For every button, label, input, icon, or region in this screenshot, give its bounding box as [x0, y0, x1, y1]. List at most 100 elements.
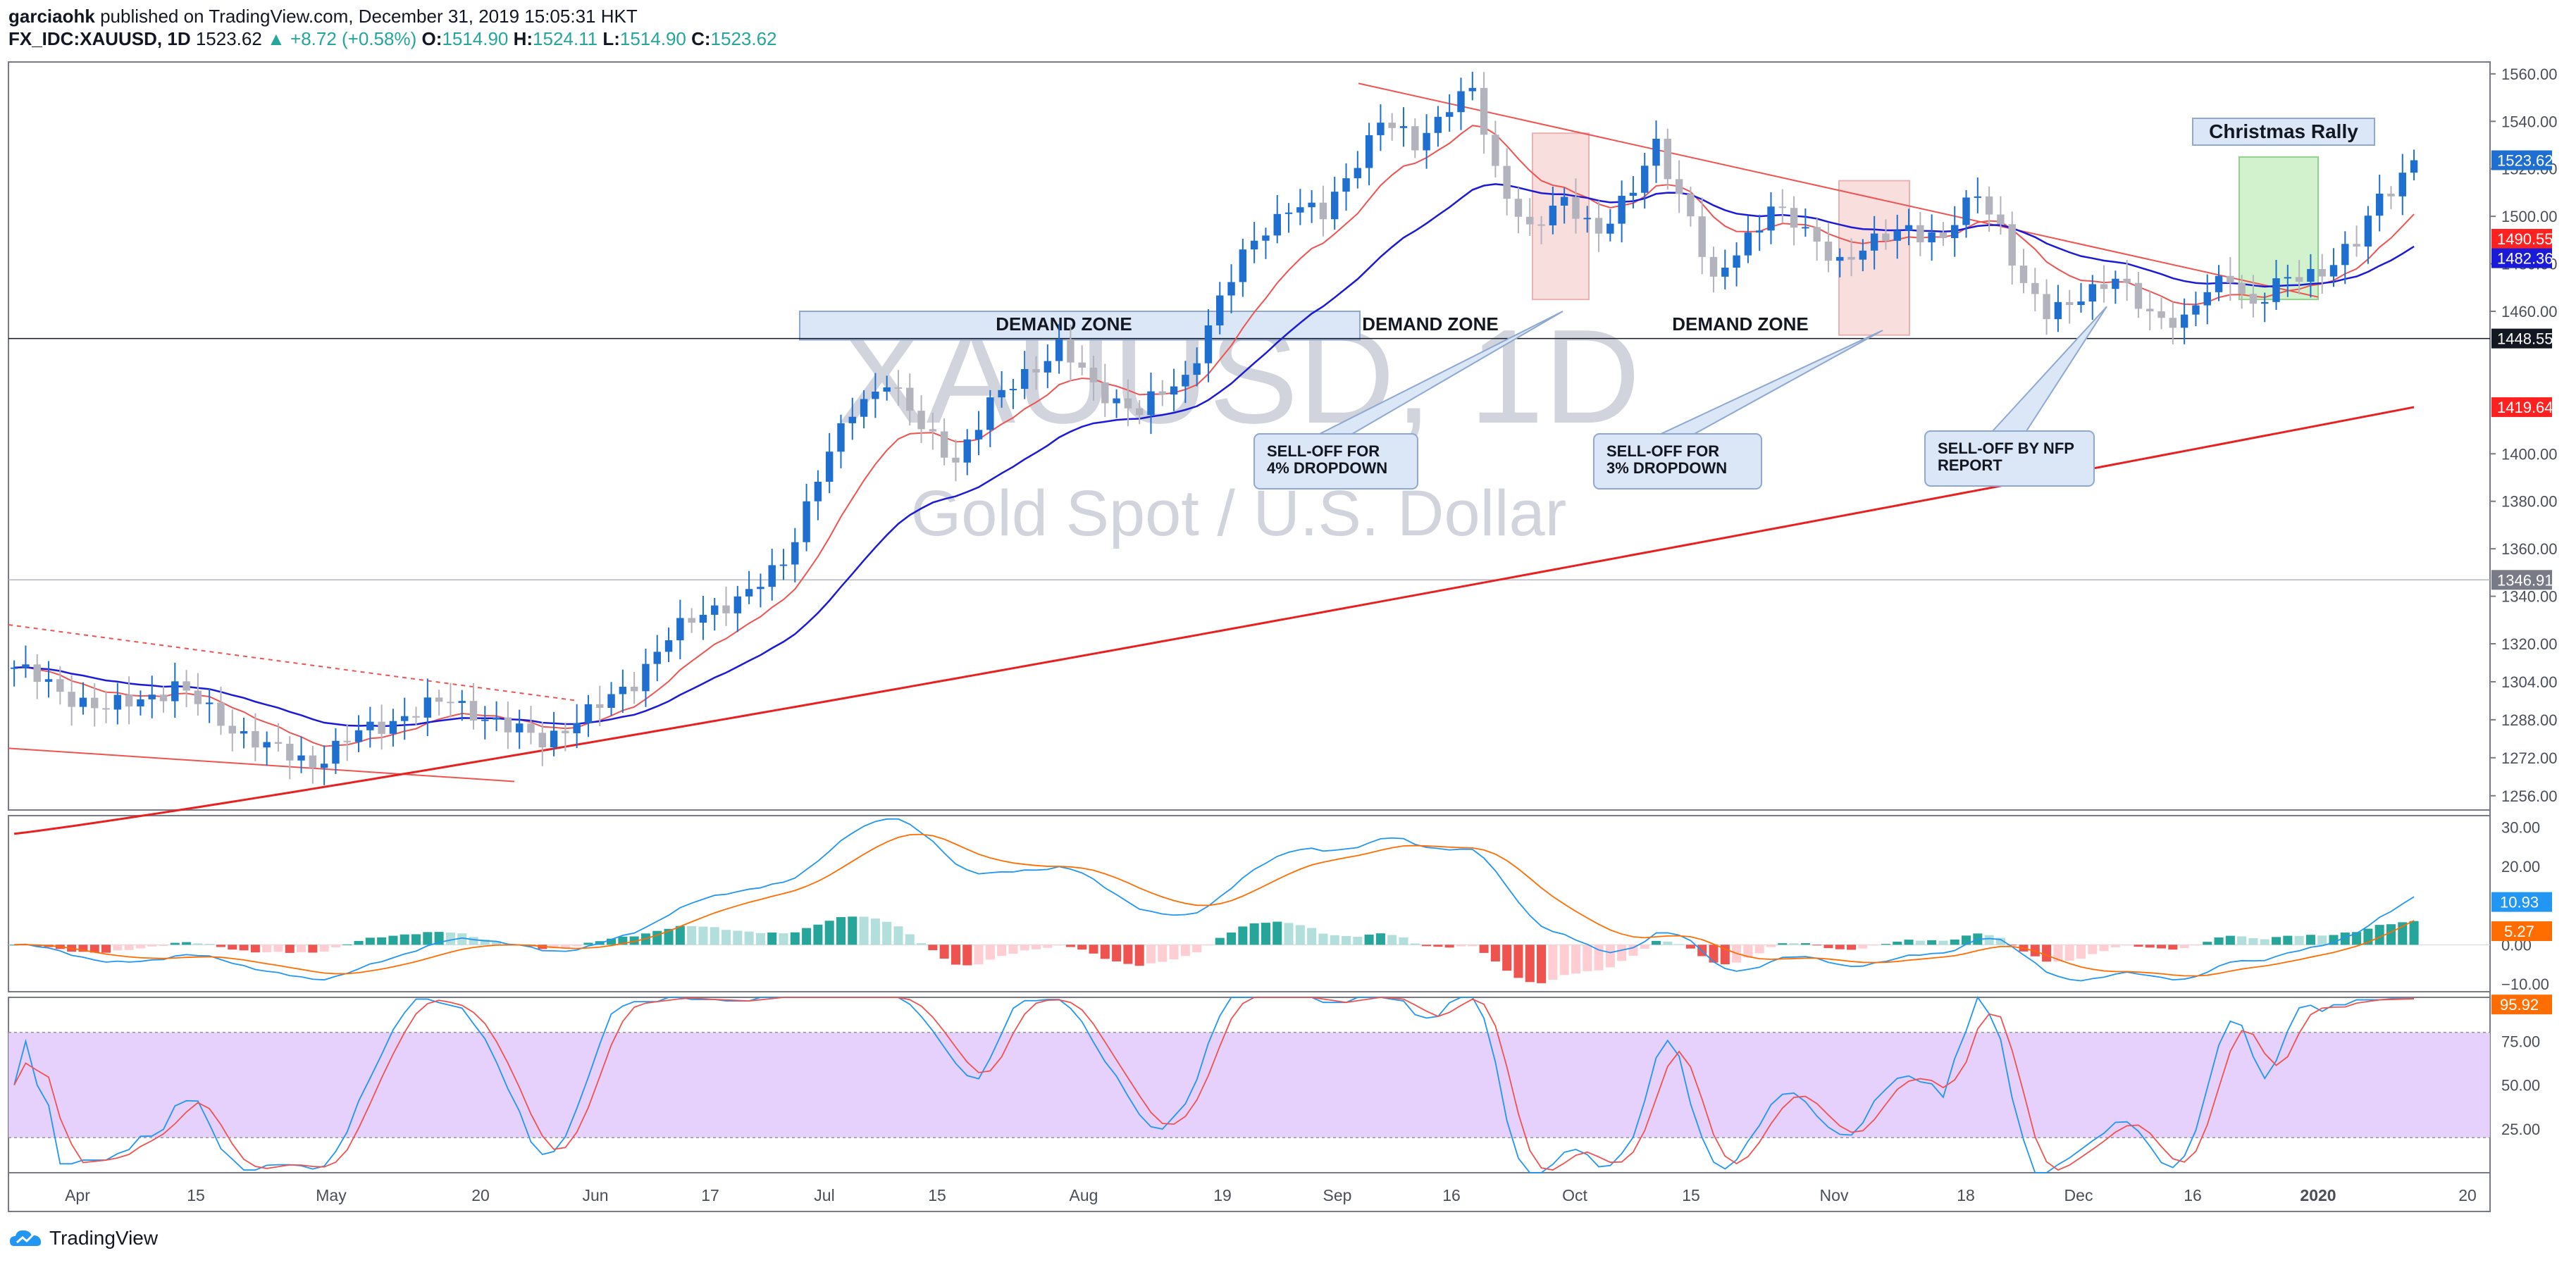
candle-body [1457, 91, 1465, 113]
macd-histogram-bar [1295, 925, 1305, 945]
macd-histogram-bar [664, 928, 674, 945]
macd-histogram-bar [1594, 945, 1604, 971]
candle-body [2272, 278, 2280, 302]
price-tag-2 [2491, 248, 2552, 268]
candle-body [837, 423, 845, 452]
macd-histogram-bar [1709, 945, 1719, 963]
candle-body [1480, 87, 1488, 135]
macd-histogram-bar [1387, 935, 1397, 945]
high-label: H: [513, 28, 533, 49]
candle-body [1985, 196, 1993, 215]
macd-histogram-bar [618, 936, 628, 945]
macd-histogram-bar [1123, 945, 1133, 964]
candle-body [1870, 233, 1878, 251]
macd-histogram-bar [2305, 935, 2315, 945]
candle-body [929, 429, 937, 432]
price-tick-label: 1256.00 [2501, 787, 2558, 805]
candle-body [883, 387, 891, 392]
macd-histogram-bar [1950, 939, 1959, 945]
macd-histogram-bar [388, 935, 398, 945]
macd-histogram-bar [1927, 940, 1937, 945]
macd-histogram-bar [722, 930, 731, 945]
time-tick-label: May [316, 1186, 347, 1204]
close-value: 1523.62 [710, 28, 777, 49]
time-tick-label: Jul [814, 1186, 834, 1204]
candle-body [768, 565, 776, 587]
time-axis-frame [8, 1172, 2491, 1212]
macd-tick-label: 30.00 [2501, 819, 2540, 837]
macd-histogram-bar [204, 944, 214, 945]
candle-body [1170, 386, 1178, 395]
price-tick-label: 1360.00 [2501, 540, 2558, 558]
candle-body [757, 587, 764, 590]
macd-histogram-bar [1938, 940, 1948, 945]
candle-body [1813, 227, 1821, 242]
high-value: 1524.11 [533, 28, 598, 49]
macd-histogram-bar [1571, 945, 1580, 974]
price-tick-label: 1460.00 [2501, 303, 2558, 320]
price-tick-label: 1272.00 [2501, 749, 2558, 767]
macd-histogram-bar [2179, 945, 2189, 949]
candle-body [458, 701, 466, 703]
candle-body [79, 697, 87, 707]
callout-pointer-0 [1319, 311, 1563, 435]
macd-histogram-bar [1249, 923, 1259, 945]
candle-body [803, 501, 810, 542]
candle-body [320, 764, 328, 768]
macd-histogram-bar [1089, 945, 1098, 954]
candle-body [1158, 391, 1166, 395]
macd-histogram-bar [870, 918, 880, 945]
candle-body [2341, 244, 2349, 266]
macd-histogram-bar [572, 945, 582, 947]
macd-histogram-bar [2386, 924, 2396, 945]
macd-histogram-bar [1112, 945, 1122, 961]
macd-histogram-bar [2145, 945, 2155, 948]
callout-text-2-0: SELL-OFF BY NFP [1938, 440, 2074, 457]
callout-pointer-2 [1992, 306, 2107, 432]
tradingview-logo[interactable]: TradingView [8, 1227, 158, 1250]
macd-histogram-bar [273, 945, 283, 952]
price-tag-label-5: 1346.91 [2497, 571, 2553, 589]
rsi-band [8, 1032, 2490, 1138]
macd-histogram-bar [1238, 926, 1248, 945]
candle-body [1067, 339, 1075, 363]
macd-histogram-bar [354, 940, 364, 945]
macd-histogram-bar [698, 926, 708, 945]
price-tag-1 [2491, 229, 2552, 249]
macd-tag-label: 10.93 [2500, 894, 2539, 911]
macd-histogram-bar [135, 945, 145, 949]
candle-body [2329, 265, 2338, 277]
candle-body [1664, 138, 1672, 180]
candle-body [252, 731, 259, 748]
callout-text-0-0: SELL-OFF FOR [1267, 442, 1380, 460]
price-tag-label-1: 1490.55 [2497, 230, 2553, 248]
candle-body [1560, 197, 1568, 206]
macd-histogram-bar [1169, 945, 1179, 959]
macd-histogram-bar [1893, 941, 1902, 945]
candle-body [125, 694, 133, 706]
macd-histogram-bar [492, 940, 502, 945]
candle-body [2031, 282, 2039, 294]
price-tick-label: 1380.00 [2501, 493, 2558, 511]
macd-histogram-bar [767, 932, 777, 945]
candle-body [102, 708, 110, 710]
macd-histogram-bar [1410, 943, 1420, 945]
candle-body [493, 717, 500, 720]
candle-body [550, 730, 558, 748]
candle-body [573, 723, 581, 734]
time-tick-label: Jun [582, 1186, 608, 1204]
macd-histogram-bar [1020, 945, 1029, 951]
macd-histogram-bar [2248, 938, 2258, 945]
candle-body [389, 721, 397, 734]
candle-body [171, 681, 179, 702]
candle-body [1859, 250, 1867, 260]
candle-body [274, 742, 283, 744]
candle-body [1778, 206, 1786, 208]
candle-body [584, 704, 593, 723]
author-name[interactable]: garciaohk [8, 6, 95, 27]
candle-body [56, 679, 64, 692]
time-tick-label: 15 [1682, 1186, 1700, 1204]
candle-body [1583, 218, 1591, 220]
macd-histogram-bar [962, 945, 972, 966]
